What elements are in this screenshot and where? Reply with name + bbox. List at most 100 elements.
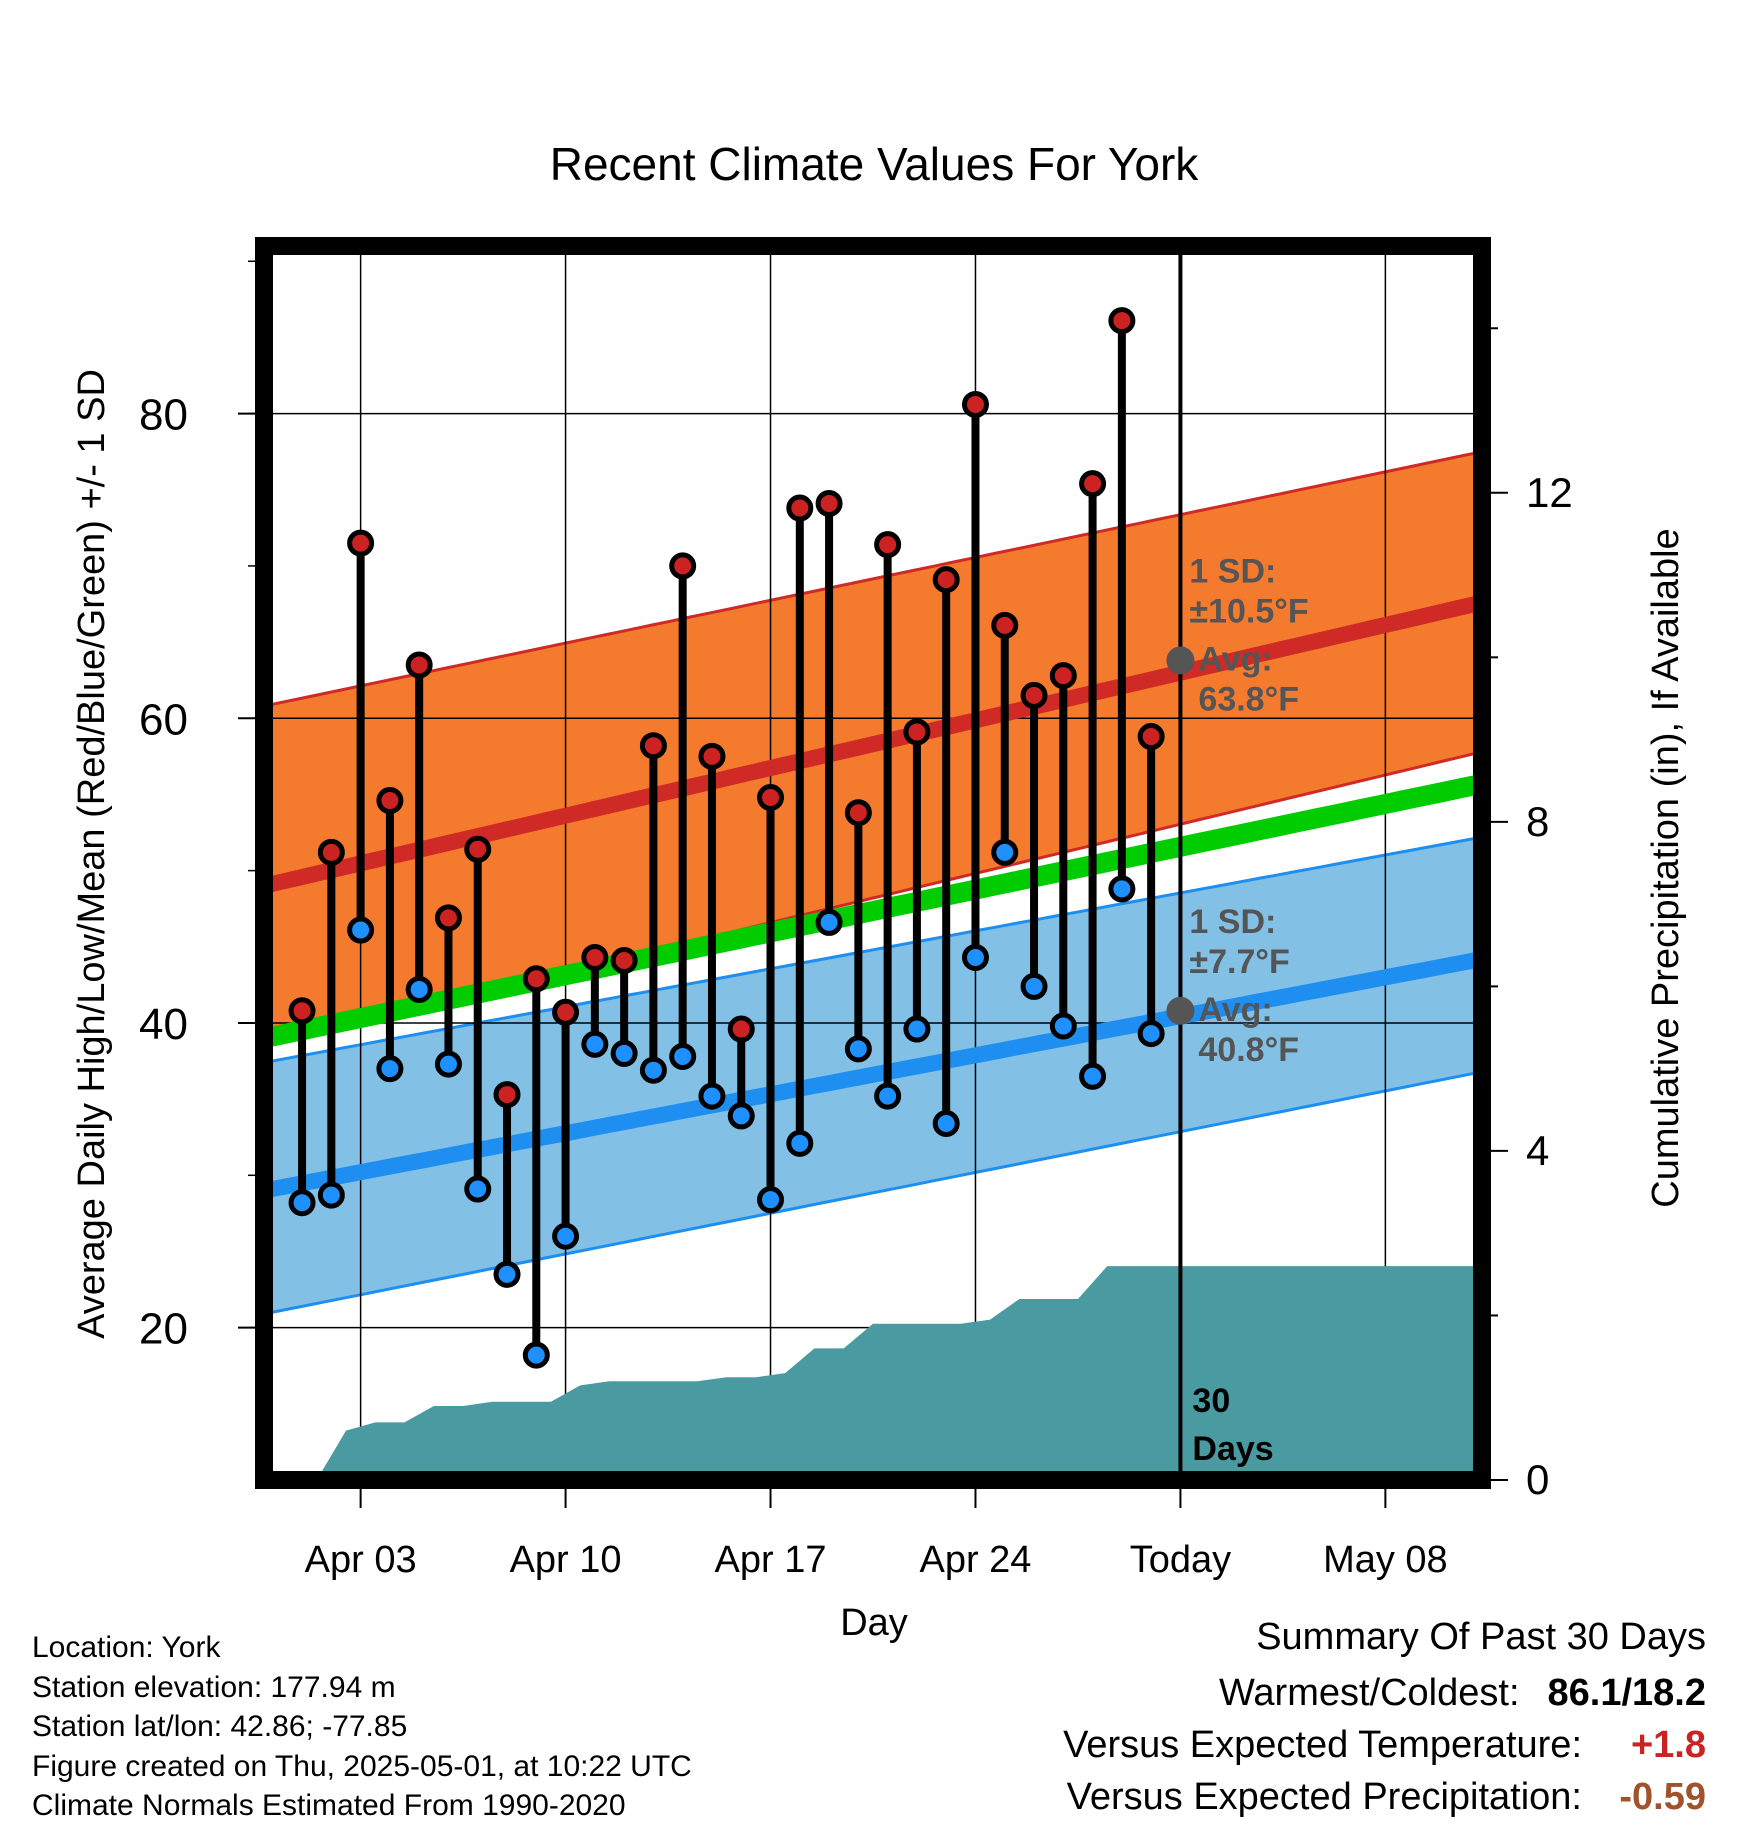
- temp-value: +1.8: [1630, 1724, 1706, 1766]
- daily-low-point: [405, 975, 433, 1003]
- daily-low-point: [288, 1189, 316, 1217]
- low-band-upper-edge: [263, 835, 1483, 1065]
- y2-tick-label: 8: [1526, 798, 1549, 845]
- x-tick-label: Apr 10: [510, 1539, 622, 1581]
- today-days-label: 30: [1192, 1382, 1230, 1420]
- plot-frame: [255, 237, 1491, 1489]
- normals-text: Climate Normals Estimated From 1990-2020: [32, 1789, 626, 1822]
- daily-high-point: [434, 904, 462, 932]
- sd-annotation-text: 1 SD:: [1189, 903, 1276, 941]
- y2-tick-label: 4: [1526, 1127, 1549, 1174]
- normal-low-line: [262, 951, 1484, 1199]
- daily-low-point: [991, 838, 1019, 866]
- normal-mean-line: [261, 774, 1485, 1048]
- daily-high-point: [405, 651, 433, 679]
- x-tick-label: May 08: [1323, 1539, 1448, 1581]
- sd-annotation-text: 40.8°F: [1198, 1031, 1299, 1069]
- daily-high-point: [1108, 307, 1136, 335]
- daily-high-point: [1079, 470, 1107, 498]
- daily-high-point: [669, 552, 697, 580]
- daily-high-point: [727, 1015, 755, 1043]
- daily-low-point: [757, 1186, 785, 1214]
- sd-annotation-text: ±10.5°F: [1189, 592, 1308, 630]
- y2-axis-label: Cumulative Precipitation (in), If Availa…: [1645, 528, 1687, 1207]
- daily-high-point: [991, 611, 1019, 639]
- daily-high-point: [815, 489, 843, 517]
- latlon-text: Station lat/lon: 42.86; -77.85: [32, 1710, 408, 1743]
- summary-precipitation: Versus Expected Precipitation: -0.59: [1067, 1776, 1706, 1819]
- daily-low-point: [874, 1082, 902, 1110]
- daily-high-point: [1020, 681, 1048, 709]
- daily-high-point: [1049, 662, 1077, 690]
- y-tick-label: 20: [139, 1305, 188, 1354]
- x-tick-label: Apr 03: [305, 1539, 417, 1581]
- x-tick-label: Apr 24: [919, 1539, 1031, 1581]
- x-tick-label: Today: [1130, 1539, 1231, 1581]
- today-normal-marker: [1166, 646, 1195, 675]
- precip-label: Versus Expected Precipitation:: [1066, 1776, 1582, 1818]
- summary-warmest-coldest: Warmest/Coldest: 86.1/18.2: [1219, 1672, 1706, 1715]
- daily-low-point: [786, 1129, 814, 1157]
- today-normal-marker: [1166, 996, 1195, 1025]
- y-axis-label: Average Daily High/Low/Mean (Red/Blue/Gr…: [71, 369, 113, 1339]
- daily-low-point: [961, 943, 989, 971]
- sd-annotation-text: Avg:: [1198, 991, 1272, 1029]
- daily-low-point: [464, 1175, 492, 1203]
- daily-high-point: [844, 799, 872, 827]
- sd-annotation-text: Avg:: [1198, 640, 1272, 678]
- daily-low-point: [376, 1055, 404, 1083]
- y2-tick-label: 12: [1526, 469, 1573, 516]
- warmest-coldest-value: 86.1/18.2: [1547, 1672, 1706, 1714]
- x-axis-label: Day: [840, 1602, 908, 1644]
- warmest-coldest-label: Warmest/Coldest:: [1218, 1672, 1520, 1714]
- daily-high-point: [522, 965, 550, 993]
- y2-tick-label: 0: [1526, 1456, 1549, 1503]
- daily-high-point: [786, 494, 814, 522]
- daily-high-point: [961, 390, 989, 418]
- daily-high-point: [552, 998, 580, 1026]
- sd-annotation-text: 63.8°F: [1198, 680, 1299, 718]
- daily-high-point: [610, 947, 638, 975]
- daily-low-point: [698, 1082, 726, 1110]
- sd-annotation-text: 1 SD:: [1189, 552, 1276, 590]
- daily-high-point: [464, 835, 492, 863]
- summary-title: Summary Of Past 30 Days: [1256, 1616, 1706, 1658]
- daily-low-point: [1137, 1020, 1165, 1048]
- elevation-text: Station elevation: 177.94 m: [32, 1670, 396, 1704]
- daily-high-point: [288, 997, 316, 1025]
- daily-low-point: [347, 916, 375, 944]
- temp-label: Versus Expected Temperature:: [1063, 1724, 1582, 1766]
- daily-high-point: [932, 566, 960, 594]
- daily-low-point: [815, 908, 843, 936]
- daily-high-point: [698, 742, 726, 770]
- daily-low-point: [581, 1030, 609, 1058]
- y-tick-label: 60: [139, 695, 188, 744]
- daily-high-point: [903, 718, 931, 746]
- summary-temperature: Versus Expected Temperature: +1.8: [1063, 1724, 1706, 1767]
- daily-low-point: [727, 1102, 755, 1130]
- x-tick-label: Apr 17: [715, 1539, 827, 1581]
- today-days-label: Days: [1192, 1430, 1273, 1468]
- daily-high-point: [757, 783, 785, 811]
- daily-high-point: [1137, 723, 1165, 751]
- daily-low-point: [639, 1056, 667, 1084]
- station-info: Location: York Station elevation: 177.94…: [32, 1628, 692, 1826]
- daily-low-point: [669, 1042, 697, 1070]
- daily-low-point: [844, 1035, 872, 1063]
- precip-value: -0.59: [1619, 1776, 1706, 1818]
- location-text: Location: York: [32, 1631, 221, 1664]
- daily-low-point: [1020, 972, 1048, 1000]
- chart-title: Recent Climate Values For York: [550, 138, 1200, 190]
- daily-high-point: [376, 787, 404, 815]
- daily-high-point: [347, 529, 375, 557]
- y-tick-label: 80: [139, 391, 188, 440]
- daily-low-point: [610, 1039, 638, 1067]
- daily-high-point: [639, 732, 667, 760]
- normal-high-line: [262, 594, 1484, 894]
- sd-annotation-text: ±7.7°F: [1189, 943, 1289, 981]
- daily-low-point: [317, 1181, 345, 1209]
- daily-low-point: [1079, 1062, 1107, 1090]
- daily-low-point: [434, 1050, 462, 1078]
- daily-high-point: [493, 1081, 521, 1109]
